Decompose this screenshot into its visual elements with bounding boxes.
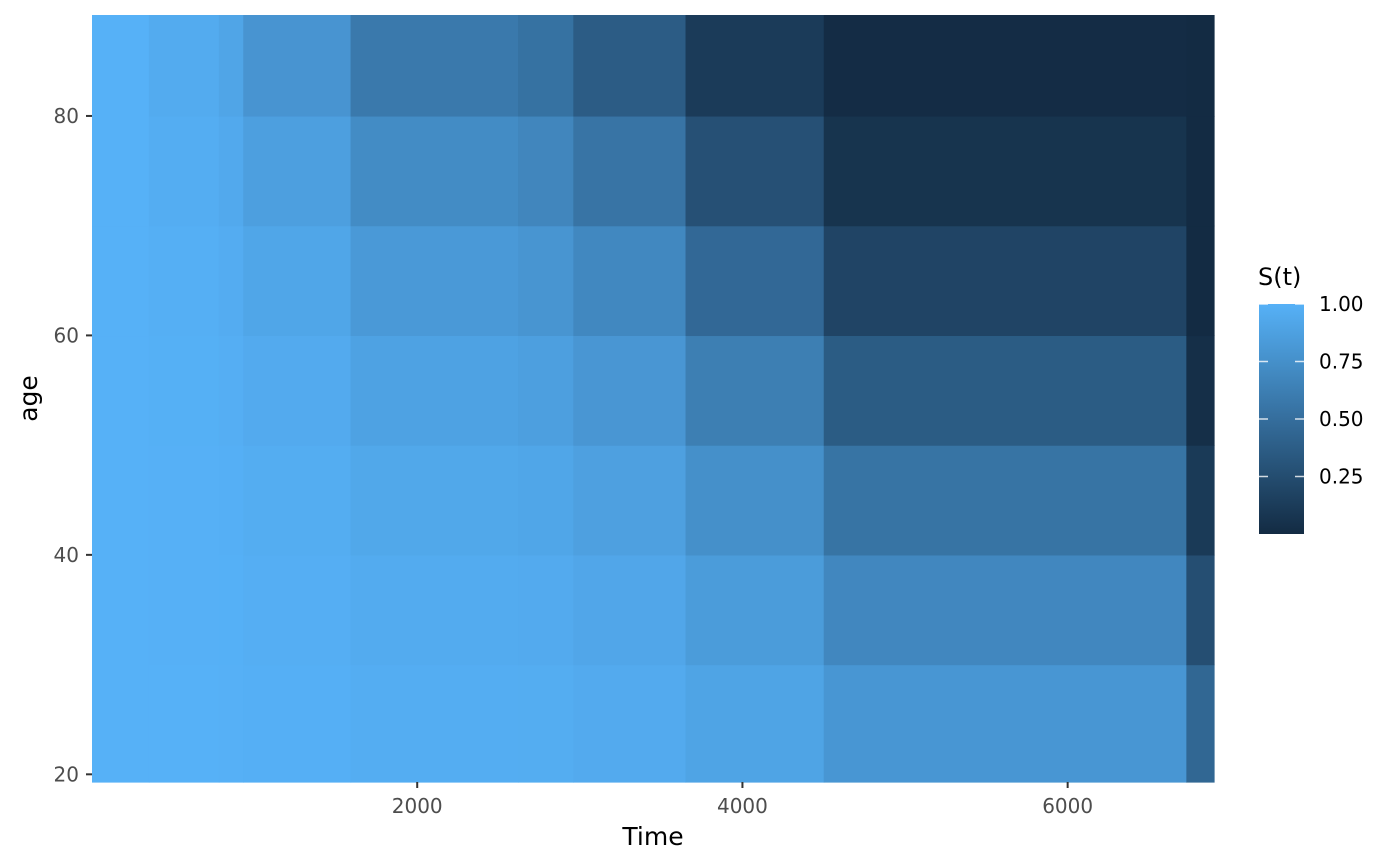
heatmap-tile: [573, 335, 687, 446]
heatmap-tile: [518, 554, 574, 666]
heatmap-tile: [518, 335, 574, 446]
heatmap-tile: [685, 335, 825, 446]
heatmap-tile: [243, 225, 352, 337]
heatmap-tile: [148, 335, 220, 446]
heatmap-tile: [1186, 664, 1215, 783]
y-tick-label: 20: [54, 762, 79, 786]
heatmap-tile: [350, 335, 519, 446]
heatmap-tile: [1186, 335, 1215, 446]
x-tick-label: 2000: [392, 794, 443, 818]
heatmap-tile: [148, 15, 220, 117]
heatmap-tile: [823, 115, 1187, 227]
heatmap-tile: [685, 554, 825, 666]
heatmap-tile: [1186, 445, 1215, 556]
heatmap-tile: [685, 115, 825, 227]
heatmap-tile: [148, 554, 220, 666]
heatmap-tile: [148, 115, 220, 227]
heatmap-tile: [823, 445, 1187, 556]
heatmap-tile: [243, 664, 352, 783]
heatmap-tile: [1186, 554, 1215, 666]
heatmap-tile: [218, 554, 244, 666]
legend-tick-label: 0.50: [1319, 407, 1364, 431]
color-legend: S(t) 0.25 0.50 0.75 1.00: [1258, 263, 1364, 534]
heatmap-tile: [685, 15, 825, 117]
heatmap-tile: [218, 15, 244, 117]
heatmap-tile: [573, 554, 687, 666]
heatmap-tile: [243, 554, 352, 666]
heatmap-tile: [518, 664, 574, 783]
heatmap-tile: [350, 445, 519, 556]
heatmap-tile: [148, 664, 220, 783]
heatmap-tile: [218, 335, 244, 446]
x-tick-label: 4000: [717, 794, 768, 818]
heatmap-tile: [243, 115, 352, 227]
x-axis: 2000 4000 6000: [392, 782, 1093, 818]
heatmap-panel: [92, 15, 1215, 783]
y-tick-label: 60: [54, 323, 79, 347]
heatmap-tile: [518, 225, 574, 337]
legend-title: S(t): [1258, 263, 1301, 291]
heatmap-tile: [573, 115, 687, 227]
heatmap-tile: [573, 15, 687, 117]
heatmap-tile: [92, 15, 150, 117]
heatmap-tile: [573, 664, 687, 783]
legend-ticks: 0.25 0.50 0.75 1.00: [1259, 292, 1364, 489]
heatmap-tile: [573, 225, 687, 337]
heatmap-tile: [823, 554, 1187, 666]
heatmap-tile: [823, 335, 1187, 446]
heatmap-tile: [350, 664, 519, 783]
heatmap-tile: [243, 15, 352, 117]
x-axis-title: Time: [621, 822, 683, 851]
heatmap-tile: [685, 445, 825, 556]
legend-tick-label: 0.75: [1319, 350, 1364, 374]
heatmap-tile: [1186, 115, 1215, 227]
heatmap-tile: [148, 445, 220, 556]
legend-tick-label: 1.00: [1319, 292, 1364, 316]
heatmap-tile: [685, 225, 825, 337]
x-tick-label: 6000: [1042, 794, 1093, 818]
heatmap-tile: [92, 225, 150, 337]
heatmap-tile: [218, 664, 244, 783]
heatmap-tile: [218, 445, 244, 556]
heatmap-tile: [243, 445, 352, 556]
heatmap-tile: [350, 15, 519, 117]
y-tick-label: 80: [54, 104, 79, 128]
heatmap-tile: [1186, 225, 1215, 337]
heatmap-tile: [92, 664, 150, 783]
heatmap-tile: [218, 225, 244, 337]
heatmap-tile: [1186, 15, 1215, 117]
heatmap-tile: [92, 445, 150, 556]
heatmap-tile: [218, 115, 244, 227]
heatmap-tile: [573, 445, 687, 556]
heatmap-tile: [518, 115, 574, 227]
y-tick-label: 40: [54, 543, 79, 567]
heatmap-tile: [92, 554, 150, 666]
heatmap-tile: [350, 115, 519, 227]
y-axis: 20 40 60 80: [54, 104, 92, 786]
heatmap-tile: [243, 335, 352, 446]
heatmap-tile: [685, 664, 825, 783]
heatmap-tile: [350, 225, 519, 337]
heatmap-tile: [518, 15, 574, 117]
y-axis-title: age: [14, 375, 43, 422]
heatmap-tile: [92, 335, 150, 446]
heatmap-tile: [518, 445, 574, 556]
heatmap-tile: [823, 15, 1187, 117]
heatmap-tile: [350, 554, 519, 666]
legend-tick-label: 0.25: [1319, 465, 1364, 489]
heatmap-tile: [148, 225, 220, 337]
heatmap-tile: [92, 115, 150, 227]
heatmap-tile: [823, 225, 1187, 337]
heatmap-tile: [823, 664, 1187, 783]
